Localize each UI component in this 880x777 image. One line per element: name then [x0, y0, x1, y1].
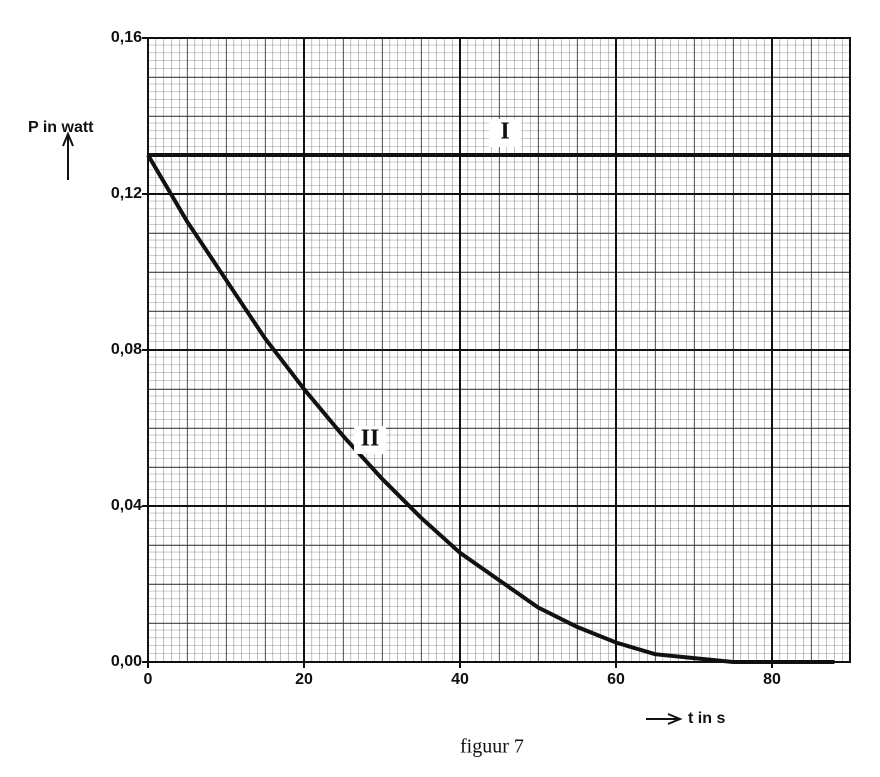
series-label: II	[361, 426, 380, 452]
x-tick-label: 0	[144, 671, 153, 688]
y-arrow	[62, 131, 74, 180]
y-tick-label: 0,00	[111, 653, 142, 670]
series-label-bg	[354, 426, 386, 454]
x-tick-label: 60	[607, 671, 625, 688]
caption: figuur 7	[460, 736, 524, 758]
x-axis-label: t in s	[688, 710, 725, 727]
x-tick-label: 40	[451, 671, 469, 688]
series-label-bg	[489, 119, 521, 147]
x-tick-label: 80	[763, 671, 781, 688]
y-axis-label: P in watt	[28, 119, 94, 136]
y-tick-label: 0,08	[111, 341, 142, 358]
series-label: I	[500, 119, 509, 145]
x-arrow	[646, 713, 683, 725]
series-line	[146, 153, 835, 664]
y-tick-label: 0,04	[111, 497, 142, 514]
y-tick-label: 0,16	[111, 29, 142, 46]
y-tick-label: 0,12	[111, 185, 142, 202]
x-tick-label: 20	[295, 671, 313, 688]
